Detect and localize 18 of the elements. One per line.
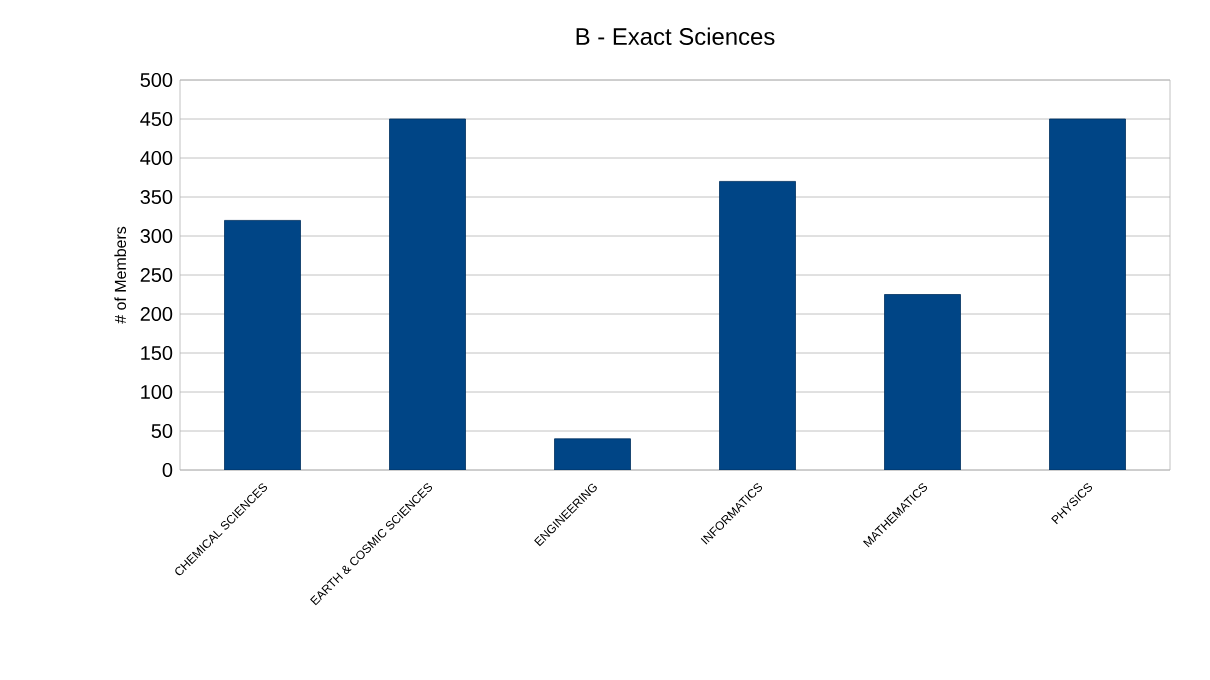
y-tick-label: 450 [140, 111, 173, 127]
y-tick-label: 300 [140, 228, 173, 244]
bar [1049, 118, 1126, 470]
bar [554, 438, 631, 470]
bar [884, 294, 961, 470]
y-tick-label: 500 [140, 72, 173, 88]
y-tick-label: 0 [162, 462, 173, 478]
bar [389, 118, 466, 470]
y-tick-label: 100 [141, 384, 173, 400]
y-tick-label: 400 [140, 150, 173, 166]
bar [224, 220, 301, 470]
y-tick-label: 250 [140, 267, 173, 283]
y-tick-label: 50 [151, 423, 173, 439]
y-tick-label: 350 [140, 189, 173, 205]
bar [719, 181, 796, 470]
y-tick-label: 150 [141, 345, 173, 361]
chart-title: B - Exact Sciences [576, 27, 775, 45]
y-tick-label: 200 [140, 306, 173, 322]
